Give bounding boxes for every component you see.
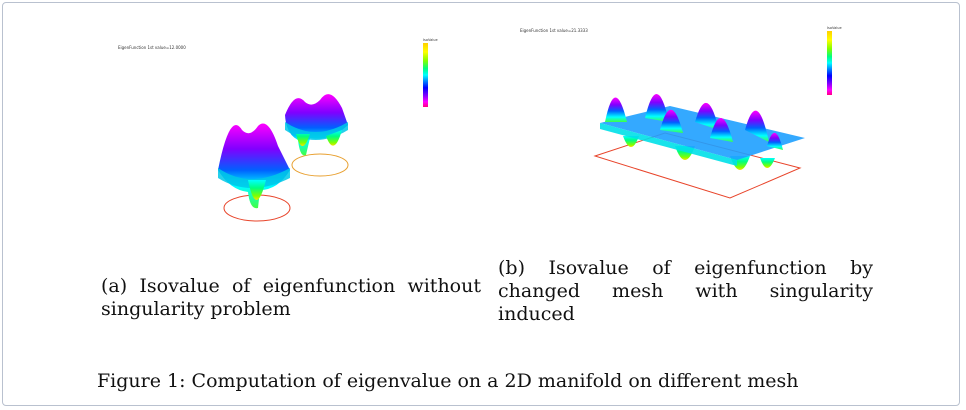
panel-a-surface-plot: [218, 94, 349, 222]
subfigure-a-caption: (a) Isovalue of eigenfunction without si…: [101, 275, 481, 320]
panel-b-plot: EigenFunction 1st value=21.3333 IsoValue: [505, 18, 885, 246]
panel-a-plot: EigenFunction 1st value=12.0000 IsoValue: [90, 30, 470, 255]
panel-b-sheet: [600, 106, 805, 160]
panel-b-peaks: [605, 93, 783, 150]
panel-a-disk-1: [218, 168, 290, 188]
panel-a-colorbar: [423, 43, 428, 107]
panel-b-mesh-outline: [593, 132, 802, 199]
panel-a-legend: IsoValue: [423, 38, 438, 107]
panel-b-colorbar: [827, 31, 832, 95]
panel-a-plot-title: EigenFunction 1st value=12.0000: [118, 45, 186, 50]
panel-b-plot-title: EigenFunction 1st value=21.3333: [520, 28, 588, 33]
figure-frame: [2, 2, 960, 406]
panel-a-mesh-outline-2: [291, 153, 349, 177]
panel-b-legend: IsoValue: [827, 26, 842, 95]
panel-a-surface-1: [218, 123, 290, 209]
panel-b-sheet-edge: [600, 123, 737, 166]
panel-a-trough-1: [248, 180, 266, 200]
panel-a-surface-2: [285, 94, 348, 156]
panel-b-legend-title: IsoValue: [827, 26, 842, 30]
figure-caption: Figure 1: Computation of eigenvalue on a…: [97, 370, 799, 392]
panel-a-legend-title: IsoValue: [423, 38, 438, 42]
panel-b-surface-plot: [593, 93, 805, 199]
subfigure-b-caption: (b) Isovalue of eigenfunction by changed…: [498, 257, 873, 325]
panel-a-trough-2: [296, 130, 342, 146]
